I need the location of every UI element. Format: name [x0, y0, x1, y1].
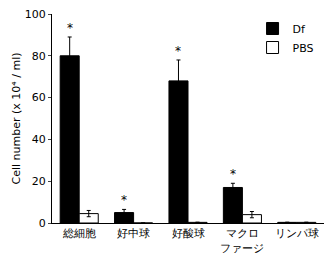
svg-text:60: 60 [32, 91, 46, 104]
svg-text:80: 80 [32, 50, 46, 63]
svg-text:0: 0 [39, 217, 46, 230]
svg-text:*: * [175, 44, 181, 58]
svg-text:*: * [67, 21, 73, 35]
svg-text:*: * [121, 193, 127, 207]
svg-text:*: * [230, 167, 236, 181]
svg-text:100: 100 [25, 8, 46, 21]
svg-text:PBS: PBS [293, 42, 314, 55]
svg-text:総細胞: 総細胞 [62, 227, 96, 240]
svg-text:40: 40 [32, 133, 46, 146]
svg-text:Cell number (x 10⁴ / ml): Cell number (x 10⁴ / ml) [10, 53, 23, 185]
svg-text:20: 20 [32, 175, 46, 188]
svg-text:Df: Df [293, 23, 306, 36]
svg-text:好中球: 好中球 [117, 227, 150, 240]
svg-text:リンパ球: リンパ球 [275, 227, 319, 240]
svg-text:好酸球: 好酸球 [172, 227, 205, 240]
svg-text:マクロファージ: マクロファージ [220, 227, 264, 254]
